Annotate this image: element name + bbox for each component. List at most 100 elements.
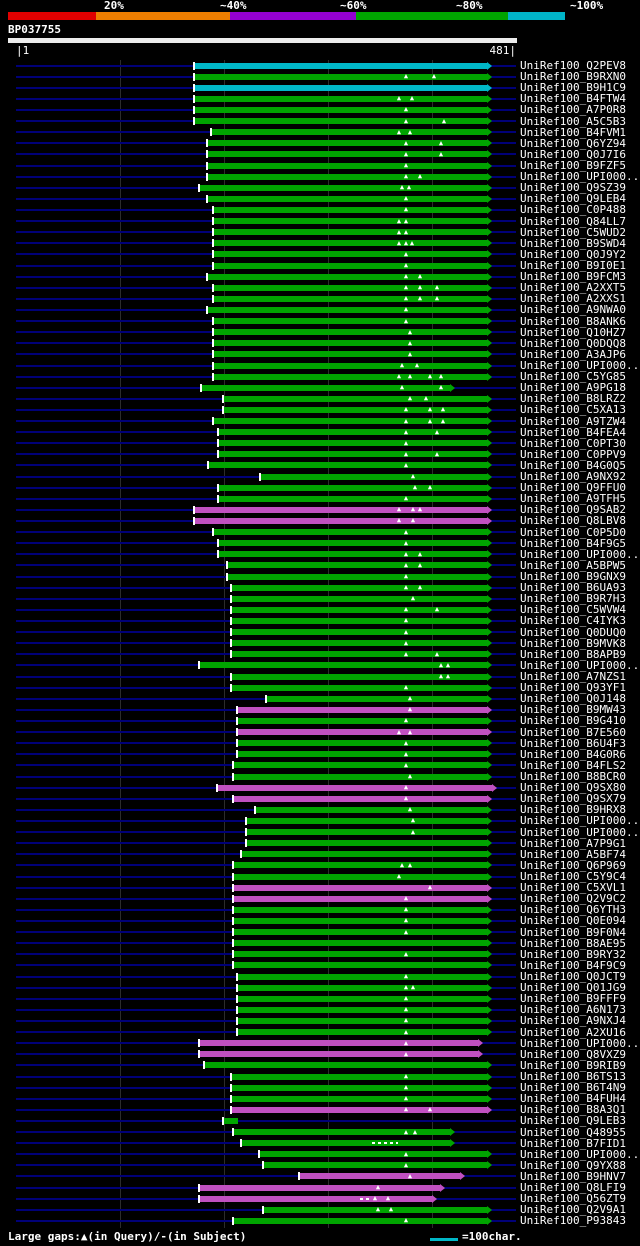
hit-label[interactable]: UniRef100_B6T4N9: [520, 1081, 626, 1095]
hit-label[interactable]: UniRef100_C4IYK3: [520, 614, 626, 628]
alignment-bar[interactable]: [212, 283, 492, 292]
alignment-bar[interactable]: [236, 983, 492, 992]
alignment-bar[interactable]: [236, 1016, 492, 1025]
alignment-bar[interactable]: [212, 361, 492, 370]
hit-label[interactable]: UniRef100_C5WVW4: [520, 603, 626, 617]
alignment-bar[interactable]: [222, 394, 492, 403]
alignment-bar[interactable]: [217, 539, 492, 548]
alignment-bar[interactable]: [240, 850, 492, 859]
alignment-bar[interactable]: [212, 372, 492, 381]
hit-label[interactable]: UniRef100_A6N173: [520, 1003, 626, 1017]
hit-label[interactable]: UniRef100_A7P0R8: [520, 103, 626, 117]
alignment-bar[interactable]: [206, 272, 492, 281]
alignment-bar[interactable]: [217, 428, 492, 437]
hit-label[interactable]: UniRef100_C0P5D0: [520, 525, 626, 539]
alignment-bar[interactable]: [217, 439, 492, 448]
alignment-bar[interactable]: [210, 128, 492, 137]
hit-label[interactable]: UniRef100_B8ANK6: [520, 314, 626, 328]
hit-label[interactable]: UniRef100_B6U4F3: [520, 736, 626, 750]
alignment-bar[interactable]: [212, 294, 492, 303]
hit-label[interactable]: UniRef100_Q0J7I6: [520, 147, 626, 161]
alignment-bar[interactable]: [193, 505, 492, 514]
alignment-bar[interactable]: [222, 1116, 238, 1125]
hit-label[interactable]: UniRef100_B9G410: [520, 714, 626, 728]
hit-label[interactable]: UniRef100_B9FCM3: [520, 270, 626, 284]
alignment-bar[interactable]: [236, 728, 492, 737]
hit-label[interactable]: UniRef100_UPI000...: [520, 1147, 640, 1161]
hit-label[interactable]: UniRef100_A9TZW4: [520, 414, 626, 428]
alignment-bar[interactable]: [230, 683, 492, 692]
hit-label[interactable]: UniRef100_C5YG85: [520, 370, 626, 384]
hit-label[interactable]: UniRef100_B9SWD4: [520, 236, 626, 250]
alignment-bar[interactable]: [206, 305, 492, 314]
hit-label[interactable]: UniRef100_Q56ZT9: [520, 1192, 626, 1206]
hit-label[interactable]: UniRef100_Q9SZ39: [520, 181, 626, 195]
hit-label[interactable]: UniRef100_B9F0N4: [520, 925, 626, 939]
alignment-bar[interactable]: [198, 1039, 483, 1048]
alignment-bar[interactable]: [230, 628, 492, 637]
alignment-bar[interactable]: [236, 1028, 492, 1037]
alignment-bar[interactable]: [212, 317, 492, 326]
hit-label[interactable]: UniRef100_Q0JCT9: [520, 969, 626, 983]
alignment-bar[interactable]: [232, 861, 492, 870]
alignment-bar[interactable]: [212, 328, 492, 337]
hit-label[interactable]: UniRef100_Q01JG9: [520, 981, 626, 995]
hit-label[interactable]: UniRef100_C0PPV9: [520, 447, 626, 461]
hit-label[interactable]: UniRef100_Q93YF1: [520, 681, 626, 695]
alignment-bar[interactable]: [232, 794, 492, 803]
hit-label[interactable]: UniRef100_B9GNX9: [520, 570, 626, 584]
hit-label[interactable]: UniRef100_Q9LEB4: [520, 192, 626, 206]
hit-label[interactable]: UniRef100_Q6P969: [520, 858, 626, 872]
alignment-bar[interactable]: [232, 950, 492, 959]
alignment-bar[interactable]: [232, 916, 492, 925]
alignment-bar[interactable]: [258, 1150, 492, 1159]
hit-label[interactable]: UniRef100_B9H1C9: [520, 81, 626, 95]
hit-label[interactable]: UniRef100_B4FTW4: [520, 92, 626, 106]
alignment-bar[interactable]: [217, 494, 492, 503]
alignment-bar[interactable]: [206, 161, 492, 170]
hit-label[interactable]: UniRef100_Q0DQQ8: [520, 336, 626, 350]
hit-label[interactable]: UniRef100_Q0J148: [520, 692, 626, 706]
alignment-bar[interactable]: [206, 194, 492, 203]
hit-label[interactable]: UniRef100_Q6YTH3: [520, 903, 626, 917]
alignment-bar[interactable]: [230, 1094, 492, 1103]
alignment-bar[interactable]: [232, 928, 492, 937]
alignment-bar[interactable]: [230, 650, 492, 659]
alignment-bar[interactable]: [236, 972, 492, 981]
hit-label[interactable]: UniRef100_B9HRX8: [520, 803, 626, 817]
hit-label[interactable]: UniRef100_UPI000...: [520, 358, 640, 372]
alignment-bar[interactable]: [226, 572, 492, 581]
hit-label[interactable]: UniRef100_Q9FFU0: [520, 481, 626, 495]
alignment-bar[interactable]: [193, 105, 492, 114]
alignment-bar[interactable]: [193, 83, 492, 92]
alignment-bar[interactable]: [203, 1061, 492, 1070]
hit-label[interactable]: UniRef100_Q48955: [520, 1125, 626, 1139]
hit-label[interactable]: UniRef100_B9I0E1: [520, 258, 626, 272]
alignment-bar[interactable]: [212, 417, 492, 426]
hit-label[interactable]: UniRef100_Q9SAB2: [520, 503, 626, 517]
alignment-bar[interactable]: [207, 461, 492, 470]
hit-label[interactable]: UniRef100_B4FEA4: [520, 425, 626, 439]
hit-label[interactable]: UniRef100_B8BCR0: [520, 770, 626, 783]
hit-label[interactable]: UniRef100_Q2V9C2: [520, 892, 626, 906]
alignment-bar[interactable]: [212, 228, 492, 237]
alignment-bar[interactable]: [232, 872, 492, 881]
hit-label[interactable]: UniRef100_UPI000...: [520, 825, 640, 839]
hit-label[interactable]: UniRef100_B9RY32: [520, 947, 626, 961]
alignment-bar[interactable]: [206, 172, 492, 181]
alignment-bar[interactable]: [198, 1194, 437, 1203]
hit-label[interactable]: UniRef100_Q8LFI9: [520, 1181, 626, 1195]
alignment-bar[interactable]: [222, 405, 492, 414]
alignment-bar[interactable]: [217, 483, 492, 492]
hit-label[interactable]: UniRef100_B4G0Q5: [520, 458, 626, 472]
hit-label[interactable]: UniRef100_A9NXJ4: [520, 1014, 626, 1028]
alignment-bar[interactable]: [212, 239, 492, 248]
hit-label[interactable]: UniRef100_B9FZF5: [520, 158, 626, 172]
hit-label[interactable]: UniRef100_UPI000...: [520, 1036, 640, 1050]
alignment-bar[interactable]: [232, 772, 492, 781]
hit-label[interactable]: UniRef100_A9TFH5: [520, 492, 626, 506]
hit-label[interactable]: UniRef100_Q9LEB3: [520, 1114, 626, 1128]
alignment-bar[interactable]: [232, 1216, 492, 1225]
alignment-bar[interactable]: [212, 205, 492, 214]
hit-label[interactable]: UniRef100_B8A3Q1: [520, 1103, 626, 1117]
